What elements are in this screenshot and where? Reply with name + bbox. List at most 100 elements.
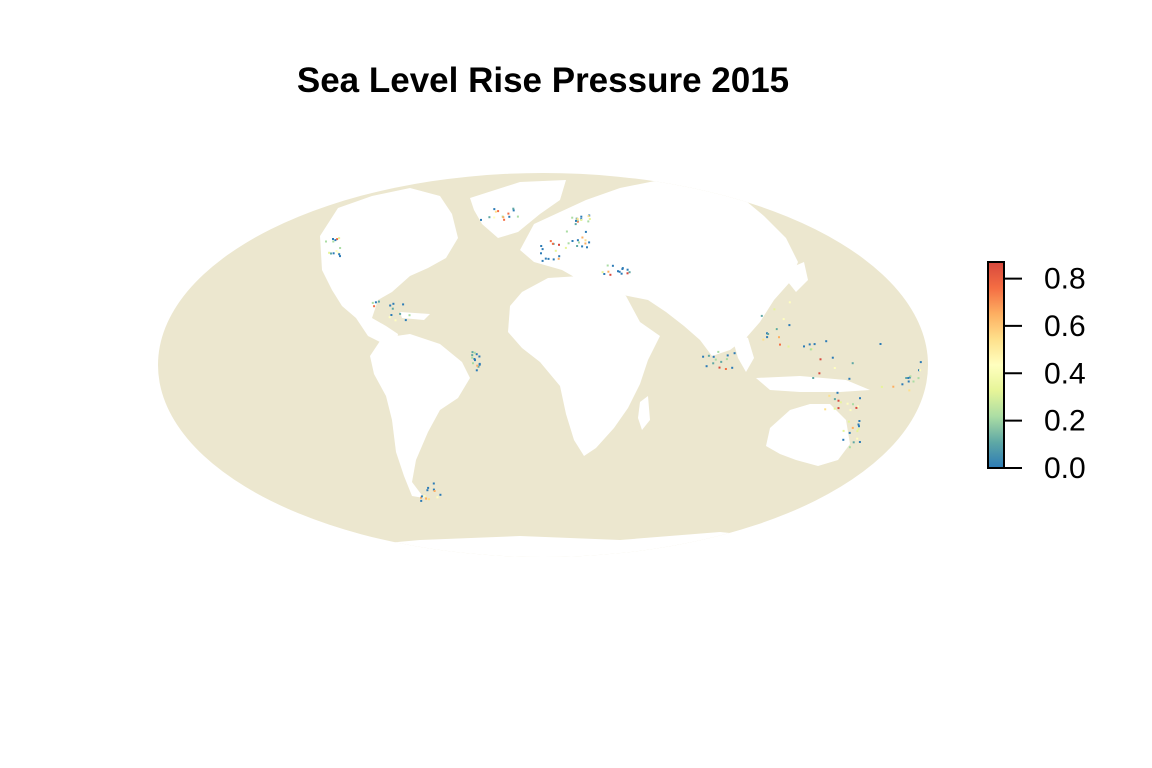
pressure-pixel (388, 316, 391, 319)
pressure-pixel (493, 208, 496, 211)
pressure-pixel (778, 336, 780, 339)
pressure-pixel (420, 499, 423, 502)
pressure-pixel (760, 314, 763, 317)
pressure-pixel (819, 358, 822, 361)
japan-landmass (788, 262, 808, 292)
world-map (158, 173, 928, 557)
pressure-pixel (392, 302, 395, 305)
pressure-pixel (848, 431, 851, 434)
pressure-pixel (907, 377, 910, 379)
pressure-pixel (857, 423, 860, 426)
maritime-asia-landmass (756, 376, 870, 392)
pressure-pixel (851, 362, 854, 365)
pressure-pixel (724, 368, 727, 370)
pressure-pixel (471, 354, 474, 357)
pressure-pixel (475, 353, 478, 356)
pressure-pixel (848, 446, 851, 449)
pressure-pixel (580, 215, 583, 218)
pressure-pixel (473, 351, 476, 354)
pressure-pixel (779, 343, 781, 346)
legend-tick-label: 0.4 (1044, 357, 1086, 390)
pressure-pixel (912, 380, 915, 383)
map-title: Sea Level Rise Pressure 2015 (297, 61, 789, 100)
pressure-pixel (588, 241, 591, 244)
pressure-pixel (848, 377, 851, 380)
pressure-pixel (540, 252, 542, 255)
pressure-pixel (477, 365, 480, 368)
pressure-pixel (475, 369, 478, 372)
pressure-pixel (584, 230, 587, 233)
pressure-pixel (839, 401, 842, 404)
pressure-pixel (480, 218, 482, 221)
pressure-pixel (731, 366, 734, 369)
pressure-pixel (474, 359, 476, 362)
pressure-pixel (425, 497, 428, 500)
pressure-pixel (476, 364, 479, 367)
legend-tick-label: 0.0 (1044, 452, 1086, 485)
caribbean-landmass (400, 312, 430, 320)
pressure-pixel (547, 257, 550, 260)
pressure-pixel (917, 377, 920, 380)
pressure-pixel (621, 267, 624, 270)
pressure-pixel (571, 240, 574, 242)
pressure-pixel (516, 215, 519, 218)
pressure-pixel (787, 345, 790, 348)
pressure-pixel (373, 305, 376, 308)
pressure-pixel (427, 486, 430, 489)
pressure-pixel (584, 242, 587, 245)
pressure-pixel (512, 207, 515, 210)
southeast-asia-landmass (730, 330, 754, 372)
pressure-pixel (617, 270, 619, 273)
pressure-pixel (402, 303, 405, 306)
pressure-pixel (712, 355, 715, 358)
pressure-pixel (423, 495, 426, 498)
pressure-pixel (717, 350, 720, 353)
pressure-pixel (544, 257, 547, 260)
pressure-pixel (788, 324, 791, 327)
pressure-pixel (767, 333, 770, 335)
pressure-pixel (762, 338, 765, 341)
pressure-pixel (603, 273, 606, 275)
africa-landmass (508, 276, 660, 456)
pressure-pixel (558, 243, 560, 246)
pressure-pixel (330, 252, 332, 255)
pressure-pixel (828, 394, 831, 397)
pressure-pixel (837, 407, 840, 410)
pressure-pixel (587, 220, 590, 223)
pressure-pixel (578, 241, 580, 244)
pressure-pixel (725, 358, 728, 361)
pressure-pixel (564, 246, 567, 249)
pressure-pixel (471, 351, 474, 354)
pressure-pixel (478, 363, 481, 366)
pressure-pixel (575, 219, 577, 222)
pressure-pixel (879, 343, 882, 345)
pressure-pixel (858, 420, 861, 422)
pressure-pixel (852, 403, 854, 406)
pressure-pixel (576, 239, 579, 242)
pressure-pixel (842, 429, 845, 432)
pressure-pixel (552, 258, 555, 261)
pressure-pixel (508, 215, 511, 218)
pressure-pixel (858, 441, 861, 443)
pressure-pixel (325, 240, 327, 243)
pressure-pixel (472, 362, 474, 365)
color-legend: 0.0 0.2 0.4 0.6 0.8 (987, 261, 1086, 485)
pressure-pixel (626, 268, 629, 271)
pressure-pixel (377, 300, 380, 303)
pressure-pixel (433, 490, 436, 492)
pressure-pixel (847, 420, 850, 423)
pressure-pixel (611, 264, 614, 267)
pressure-pixel (626, 272, 629, 275)
pressure-pixel (782, 318, 785, 321)
pressure-pixel (606, 264, 609, 267)
pressure-pixel (502, 216, 505, 219)
pressure-pixel (712, 362, 715, 365)
pressure-pixel (842, 438, 845, 441)
pressure-pixel (808, 343, 811, 346)
pressure-pixel (328, 251, 331, 254)
pressure-pixel (584, 239, 587, 242)
pressure-pixel (337, 251, 340, 254)
pressure-pixel (576, 245, 579, 247)
pressure-pixel (833, 367, 836, 369)
